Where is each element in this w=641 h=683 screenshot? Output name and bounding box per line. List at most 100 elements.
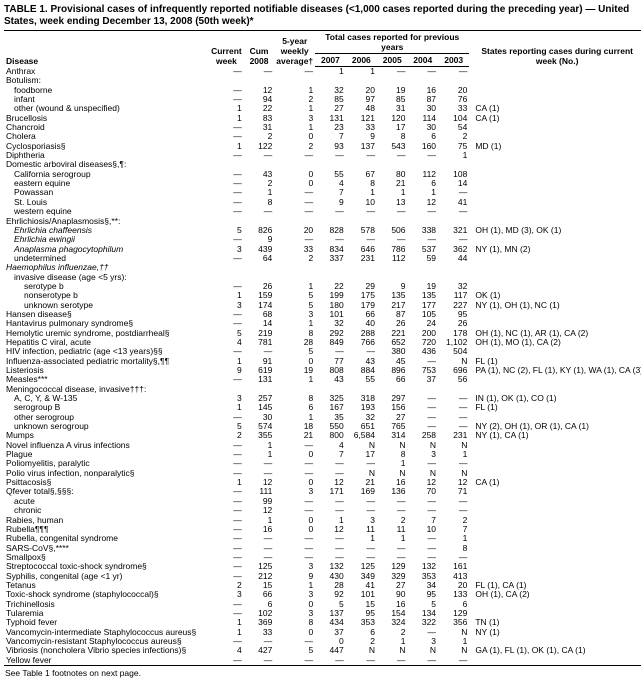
value-cell: — <box>346 151 377 160</box>
value-cell: — <box>209 254 244 263</box>
value-cell: 59 <box>408 254 439 263</box>
value-cell <box>244 263 275 272</box>
value-cell: — <box>274 151 315 160</box>
value-cell: 1 <box>315 67 346 77</box>
states-cell <box>469 151 641 160</box>
disease-cell: unknown serogroup <box>4 422 209 431</box>
states-cell <box>469 160 641 169</box>
table-row: serogroup B11456167193156——FL (1) <box>4 403 641 412</box>
col-group-total: Total cases reported for previous years <box>315 31 469 54</box>
table-row: Rabies, human—1013272 <box>4 516 641 525</box>
value-cell: — <box>408 207 439 216</box>
value-cell <box>315 263 346 272</box>
value-cell: — <box>209 656 244 666</box>
table-row: eastern equine—204821614 <box>4 179 641 188</box>
states-cell <box>469 198 641 207</box>
table-row: Chancroid—3112333173054 <box>4 123 641 132</box>
states-cell: NY (1), CA (1) <box>469 431 641 440</box>
value-cell: — <box>274 656 315 666</box>
table-row: unknown serotype31745180179217177227NY (… <box>4 301 641 310</box>
states-cell <box>469 86 641 95</box>
states-cell <box>469 553 641 562</box>
value-cell <box>209 263 244 272</box>
value-cell: — <box>244 151 275 160</box>
value-cell: — <box>315 207 346 216</box>
value-cell <box>408 263 439 272</box>
value-cell: 2 <box>274 254 315 263</box>
states-cell <box>469 497 641 506</box>
value-cell: — <box>408 151 439 160</box>
footnote: See Table 1 footnotes on next page. <box>4 666 641 680</box>
col-states: States reporting cases during current we… <box>469 31 641 67</box>
table-row: Toxic-shock syndrome (staphylococcal)§36… <box>4 590 641 599</box>
value-cell: — <box>377 67 408 77</box>
value-cell <box>346 263 377 272</box>
table-row: Listeriosis961919808884896753696PA (1), … <box>4 366 641 375</box>
states-cell: FL (1) <box>469 403 641 412</box>
table-row: Domestic arboviral diseases§,¶: <box>4 160 641 169</box>
states-cell <box>469 179 641 188</box>
value-cell: — <box>209 207 244 216</box>
states-cell: NY (1), OH (1), NC (1) <box>469 301 641 310</box>
value-cell: — <box>438 67 469 77</box>
value-cell: 1 <box>438 151 469 160</box>
states-cell <box>469 254 641 263</box>
table-row: foodborne—1213220191620 <box>4 86 641 95</box>
table-body: Anthrax———11———Botulism:foodborne—121322… <box>4 67 641 666</box>
value-cell: — <box>209 151 244 160</box>
value-cell: 44 <box>438 254 469 263</box>
value-cell: — <box>274 67 315 77</box>
value-cell: 43 <box>315 375 346 384</box>
table-row: Yellow fever———————— <box>4 656 641 666</box>
states-cell: OH (1), MD (3), OK (1) <box>469 226 641 235</box>
states-cell: OH (1), MO (1), CA (2) <box>469 338 641 347</box>
value-cell: 64 <box>244 254 275 263</box>
table-row: Syphilis, congenital (age <1 yr)—2129430… <box>4 572 641 581</box>
table-row: Plague—10717831 <box>4 450 641 459</box>
value-cell <box>274 263 315 272</box>
value-cell: 55 <box>346 375 377 384</box>
states-cell: NY (1) <box>469 628 641 637</box>
states-cell <box>469 459 641 468</box>
value-cell: 1 <box>274 375 315 384</box>
table-title: TABLE 1. Provisional cases of infrequent… <box>4 4 641 28</box>
states-cell <box>469 207 641 216</box>
table-row: Polio virus infection, nonparalytic§————… <box>4 469 641 478</box>
value-cell: — <box>346 207 377 216</box>
value-cell: 131 <box>244 375 275 384</box>
states-cell: CA (1) <box>469 114 641 123</box>
table-row: Rubella, congenital syndrome————11—1 <box>4 534 641 543</box>
table-row: St. Louis—8—910131241 <box>4 198 641 207</box>
table-row: Trichinellosis—605151656 <box>4 600 641 609</box>
states-cell <box>469 273 641 282</box>
value-cell: — <box>377 656 408 666</box>
table-row: Anaplasma phagocytophilum343933834646786… <box>4 245 641 254</box>
states-cell <box>469 600 641 609</box>
states-cell: CA (1) <box>469 478 641 487</box>
disease-cell: Yellow fever <box>4 656 209 666</box>
states-cell <box>469 525 641 534</box>
table-row: Tularemia—102313795154134129 <box>4 609 641 618</box>
value-cell: 37 <box>408 375 439 384</box>
states-cell: GA (1), FL (1), OK (1), CA (1) <box>469 646 641 655</box>
value-cell: — <box>438 207 469 216</box>
states-cell <box>469 450 641 459</box>
states-cell: OH (1), CA (2) <box>469 590 641 599</box>
value-cell: 56 <box>438 375 469 384</box>
states-cell <box>469 170 641 179</box>
disease-cell: Novel influenza A virus infections <box>4 441 209 450</box>
value-cell: — <box>377 151 408 160</box>
table-row: serotype b—261222991932 <box>4 282 641 291</box>
table-row: Anthrax———11——— <box>4 67 641 77</box>
table-row: Botulism: <box>4 76 641 85</box>
value-cell: — <box>438 656 469 666</box>
value-cell: — <box>209 67 244 77</box>
value-cell: — <box>377 207 408 216</box>
col-5yr-avg: 5-year weekly average† <box>274 31 315 67</box>
value-cell: 337 <box>315 254 346 263</box>
table-row: Powassan—1—7111— <box>4 188 641 197</box>
states-cell <box>469 544 641 553</box>
table-row: invasive disease (age <5 yrs): <box>4 273 641 282</box>
states-cell <box>469 656 641 666</box>
table-row: Novel influenza A virus infections—1—4NN… <box>4 441 641 450</box>
